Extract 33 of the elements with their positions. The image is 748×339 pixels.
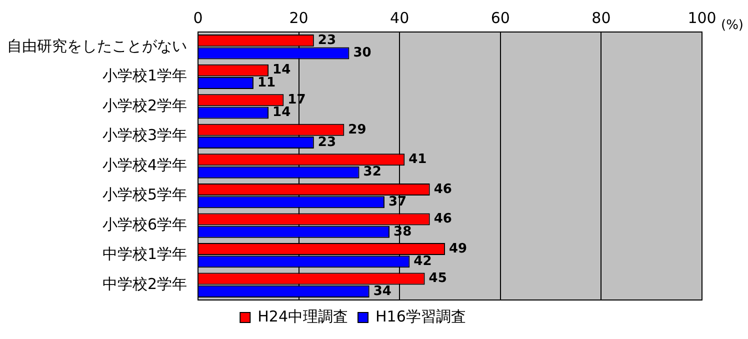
data-label: 46 xyxy=(434,212,452,227)
data-label: 29 xyxy=(348,122,366,138)
x-tick-label: 60 xyxy=(490,8,510,27)
y-tick-label: 中学校1学年 xyxy=(102,245,187,264)
data-label: 42 xyxy=(414,254,432,270)
data-label: 45 xyxy=(428,271,447,286)
y-tick-label: 小学校5学年 xyxy=(102,186,187,204)
data-label: 41 xyxy=(408,152,427,168)
legend-label: H16学習調査 xyxy=(376,307,466,326)
y-tick-label: 小学校4学年 xyxy=(102,156,187,174)
data-label: 30 xyxy=(353,46,372,61)
data-label: 14 xyxy=(272,62,291,78)
x-tick-label: 100 xyxy=(688,8,716,27)
x-tick-label: 40 xyxy=(390,8,410,27)
y-tick-label: 中学校2学年 xyxy=(102,275,187,293)
y-tick-label: 小学校3学年 xyxy=(102,126,187,144)
data-label: 49 xyxy=(448,241,468,256)
legend-label: H24中理調査 xyxy=(258,307,348,326)
data-label: 32 xyxy=(363,164,382,180)
y-tick-label: 小学校6学年 xyxy=(102,215,187,234)
x-tick-label: 0 xyxy=(193,8,203,27)
y-tick-label: 自由研究をしたことがない xyxy=(7,36,187,55)
x-tick-label: 80 xyxy=(592,8,611,27)
data-label: 14 xyxy=(272,105,291,120)
x-axis-title: (%) xyxy=(721,18,744,33)
data-label: 11 xyxy=(257,75,276,90)
data-label: 46 xyxy=(434,182,452,197)
x-tick-label: 20 xyxy=(289,8,308,27)
data-label: 23 xyxy=(318,32,336,48)
y-tick-label: 小学校1学年 xyxy=(102,66,187,85)
y-tick-label: 小学校2学年 xyxy=(102,96,187,114)
data-label: 34 xyxy=(373,284,392,299)
data-label: 23 xyxy=(318,134,336,150)
